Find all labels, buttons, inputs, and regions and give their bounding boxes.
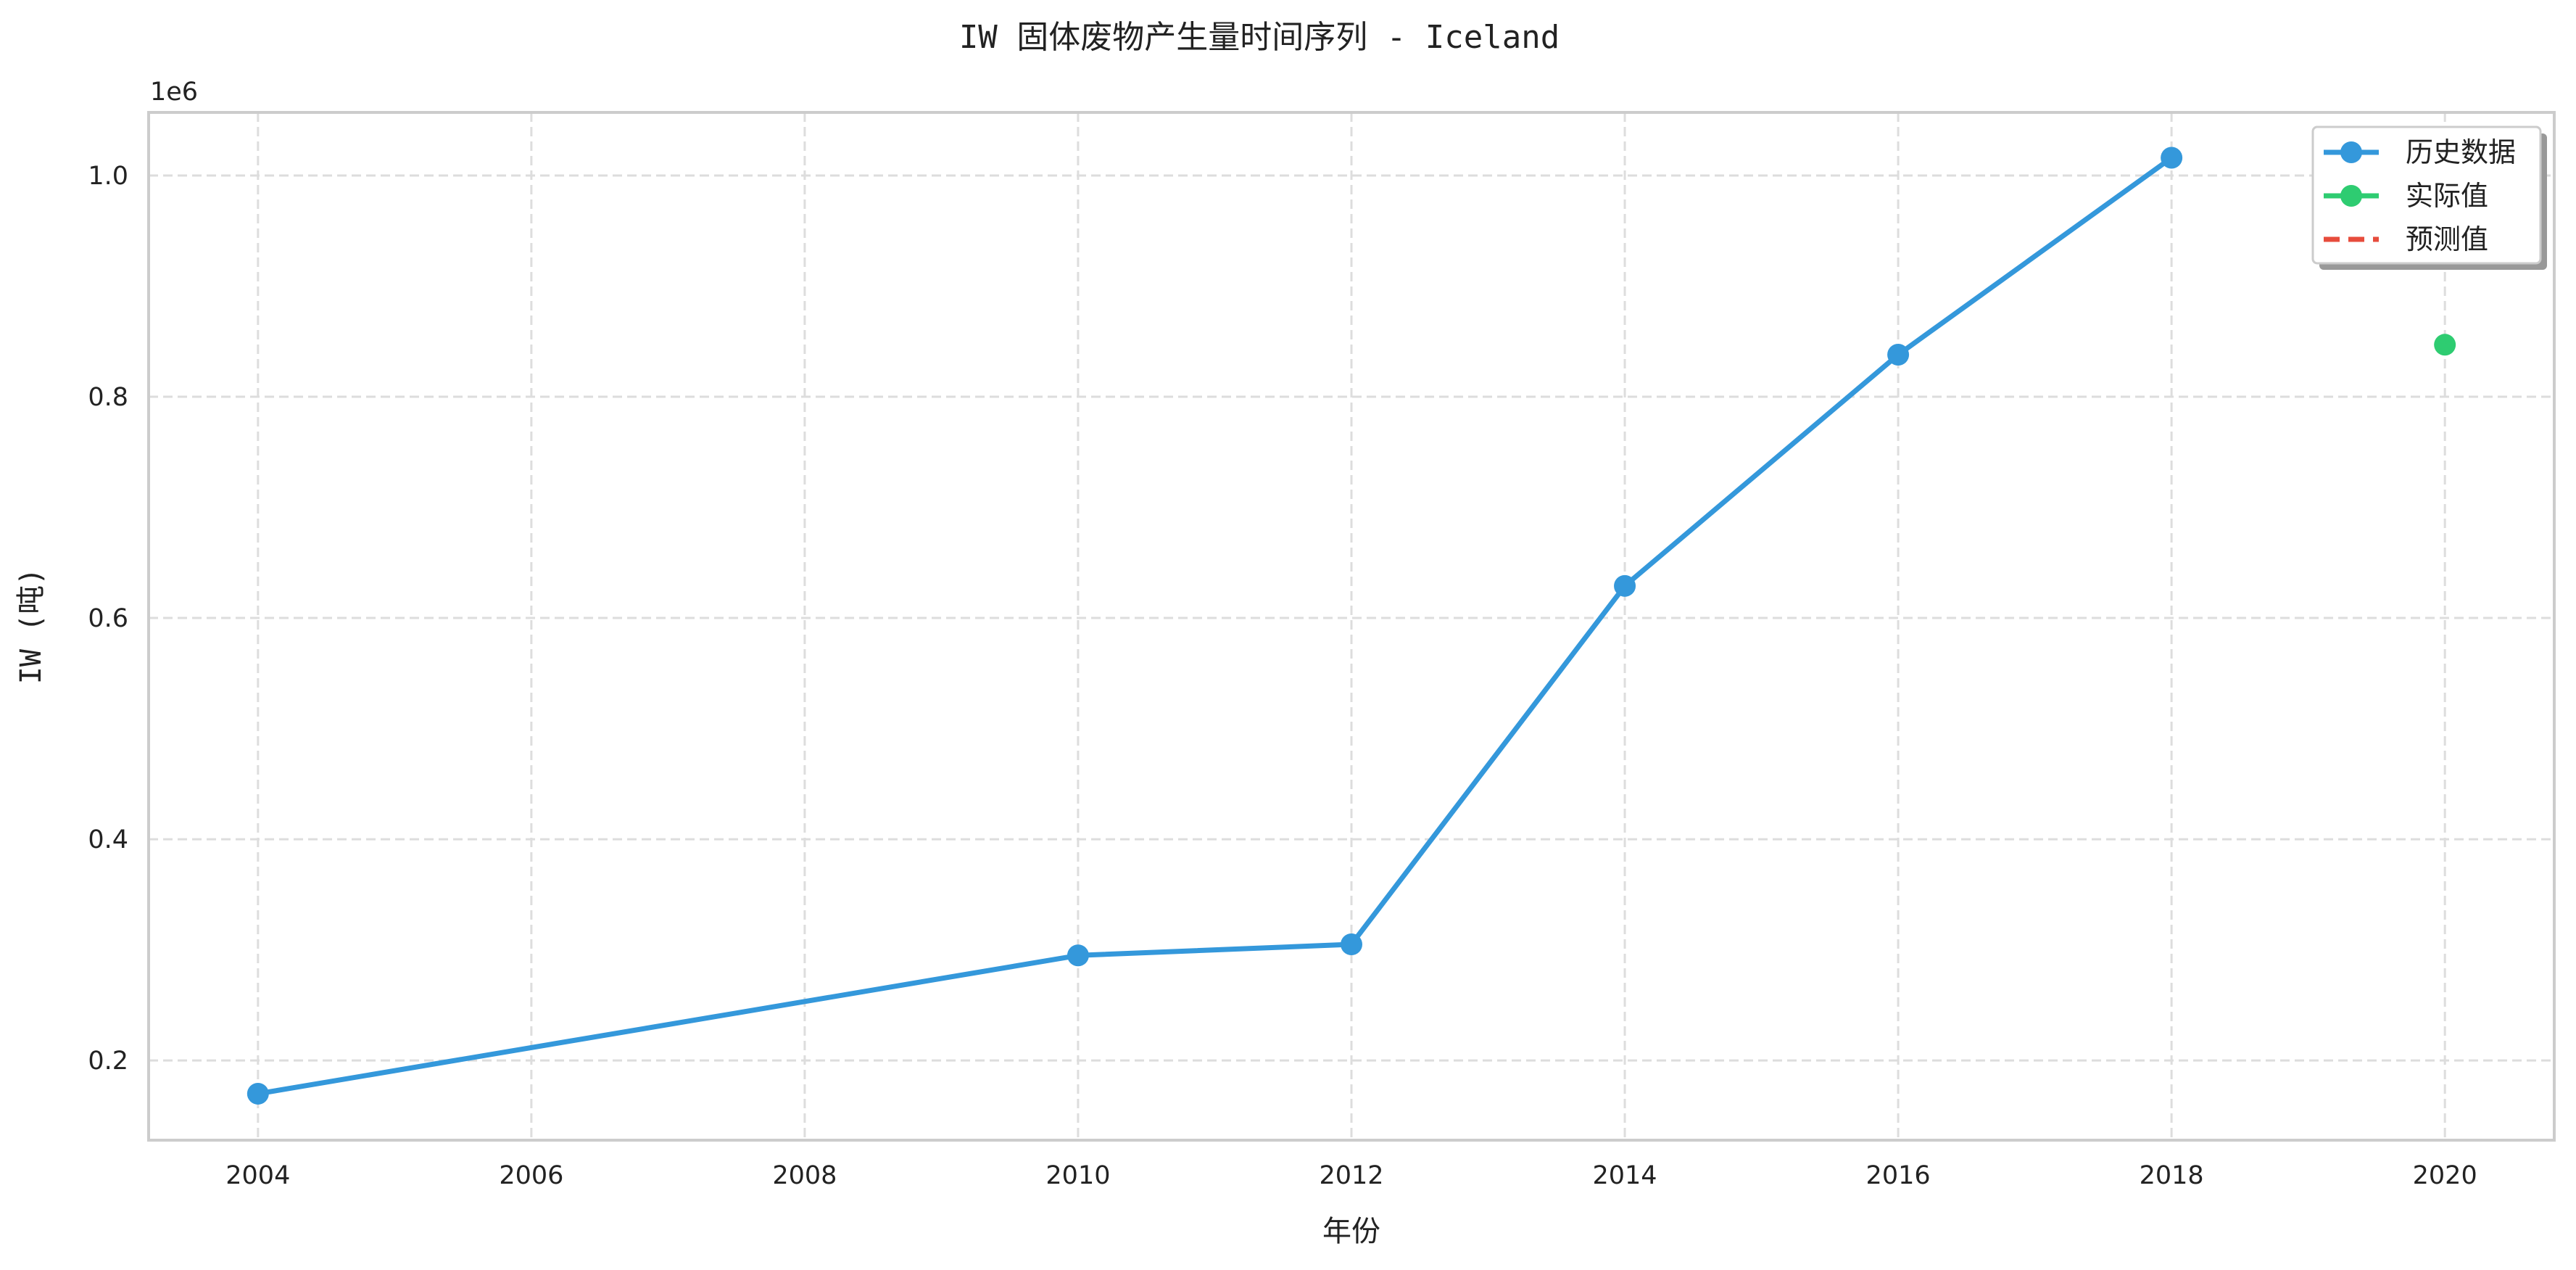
y-tick-label: 0.8	[88, 383, 128, 412]
x-tick-label: 2020	[2413, 1161, 2477, 1190]
y-axis-label: IW (吨)	[15, 568, 48, 684]
data-point	[1067, 944, 1089, 967]
x-tick-label: 2016	[1866, 1161, 1931, 1190]
legend-marker	[2340, 141, 2362, 163]
y-tick-label: 1.0	[88, 162, 128, 191]
x-tick-label: 2012	[1319, 1161, 1383, 1190]
y-tick-label: 0.4	[88, 825, 128, 854]
x-tick-label: 2008	[772, 1161, 837, 1190]
x-axis-label: 年份	[1322, 1215, 1380, 1248]
data-point	[1887, 344, 1910, 366]
legend-box	[2311, 125, 2542, 265]
x-tick-label: 2010	[1045, 1161, 1110, 1190]
series-line	[255, 155, 2174, 1097]
data-point	[2434, 334, 2456, 356]
legend-label: 预测值	[2406, 223, 2488, 255]
data-point	[1341, 933, 1362, 956]
data-point	[2161, 147, 2183, 169]
tick-labels: 2004 2006 2008 2010 2012 2014 2016 2018 2020 0.2 0…	[88, 162, 2477, 1190]
legend-marker	[2340, 185, 2362, 207]
x-tick-label: 2014	[1593, 1161, 1657, 1190]
data-point	[247, 1082, 269, 1105]
y-axis-offset-label: 1e6	[150, 78, 198, 107]
y-tick-label: 0.2	[88, 1047, 128, 1076]
y-tick-label: 0.6	[88, 604, 128, 633]
series-layer	[247, 147, 2456, 1105]
legend-label: 实际值	[2406, 180, 2488, 212]
x-tick-label: 2006	[499, 1161, 563, 1190]
chart-title: IW 固体废物产生量时间序列 - Iceland	[959, 19, 1560, 56]
grid	[149, 112, 2554, 1140]
plot-area-frame	[147, 111, 2556, 1142]
x-tick-label: 2004	[225, 1161, 290, 1190]
x-tick-label: 2018	[2140, 1161, 2204, 1190]
data-point	[1614, 574, 1636, 597]
legend-label: 历史数据	[2406, 136, 2516, 168]
